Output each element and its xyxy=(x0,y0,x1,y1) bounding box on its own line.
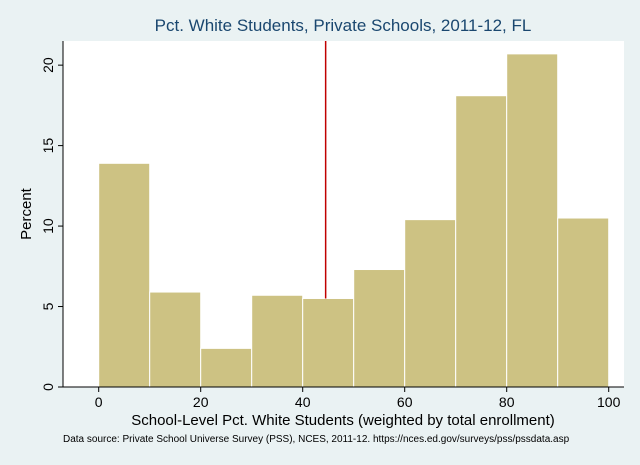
histogram-bar xyxy=(200,347,253,388)
histogram-bar xyxy=(302,297,355,388)
x-tick-label: 40 xyxy=(295,394,311,410)
y-tick-label: 15 xyxy=(40,138,56,154)
x-tick-label: 0 xyxy=(95,394,103,410)
y-tick-label: 20 xyxy=(40,57,56,73)
histogram-bar xyxy=(353,269,406,388)
x-tick-label: 60 xyxy=(397,394,413,410)
histogram-bar xyxy=(251,294,304,388)
y-tick-label: 0 xyxy=(40,383,56,391)
histogram-bar xyxy=(506,53,559,388)
bars-group xyxy=(98,53,610,388)
histogram-bar xyxy=(557,217,610,388)
histogram-bar xyxy=(149,291,202,388)
x-axis: 0 20 40 60 80 100 xyxy=(63,386,624,410)
y-axis: 0 5 10 15 20 xyxy=(40,41,64,391)
histogram-bar xyxy=(98,162,151,388)
y-tick-label: 5 xyxy=(40,302,56,310)
x-tick-label: 100 xyxy=(597,394,621,410)
data-source-note: Data source: Private School Universe Sur… xyxy=(63,434,570,445)
chart-title: Pct. White Students, Private Schools, 20… xyxy=(155,16,532,35)
histogram-bar xyxy=(404,219,457,388)
x-tick-label: 80 xyxy=(499,394,515,410)
y-axis-label: Percent xyxy=(18,187,35,240)
x-tick-label: 20 xyxy=(193,394,209,410)
x-axis-label: School-Level Pct. White Students (weight… xyxy=(131,412,555,429)
y-tick-label: 10 xyxy=(40,218,56,234)
histogram-bar xyxy=(455,95,508,388)
